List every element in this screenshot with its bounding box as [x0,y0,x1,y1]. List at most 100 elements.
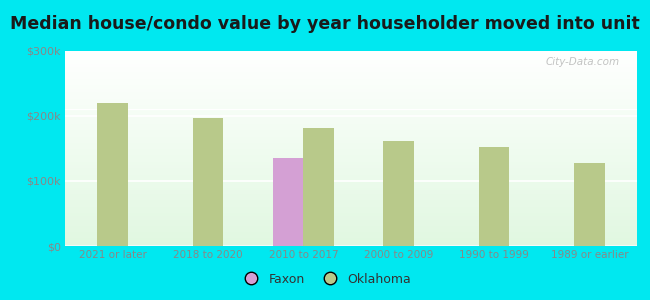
Bar [65,212,637,213]
Bar [65,126,637,127]
Bar [65,100,637,101]
Bar [65,162,637,163]
Bar [65,237,637,238]
Bar [65,181,637,182]
Bar [65,183,637,184]
Bar [65,235,637,236]
Text: Median house/condo value by year householder moved into unit: Median house/condo value by year househo… [10,15,640,33]
Bar [65,179,637,180]
Bar [65,207,637,208]
Bar [65,137,637,138]
Bar [65,80,637,81]
Bar [65,57,637,58]
Bar [65,214,637,215]
Bar [65,60,637,61]
Bar [65,95,637,96]
Bar [65,190,637,191]
Bar [574,164,605,246]
Bar [65,124,637,125]
Bar [65,206,637,207]
Bar [65,245,637,246]
Bar [65,146,637,148]
Bar [65,156,637,157]
Bar [65,205,637,206]
Bar [65,241,637,242]
Bar [65,177,637,178]
Bar [65,93,637,94]
Bar [65,51,637,52]
Bar [65,221,637,222]
Bar [65,87,637,88]
Bar [65,97,637,98]
Bar [65,218,637,219]
Bar [65,196,637,197]
Bar [384,141,414,246]
Bar [65,219,637,220]
Bar [65,83,637,84]
Bar [65,121,637,122]
Bar [65,154,637,155]
Bar [65,117,637,118]
Bar [65,175,637,176]
Bar [65,226,637,227]
Bar [65,185,637,187]
Bar [65,52,637,53]
Bar [65,229,637,230]
Bar [65,56,637,57]
Bar [65,239,637,240]
Bar [65,139,637,140]
Bar [65,67,637,68]
Bar [65,107,637,109]
Bar [65,168,637,169]
Bar [65,148,637,149]
Bar [65,187,637,188]
Bar [65,85,637,86]
Bar [65,145,637,146]
Bar [65,132,637,133]
Bar [65,54,637,55]
Bar [65,135,637,136]
Bar [65,191,637,192]
Legend: Faxon, Oklahoma: Faxon, Oklahoma [234,268,416,291]
Bar [65,99,637,100]
Bar [65,119,637,120]
Bar [65,192,637,193]
Bar [65,149,637,150]
Bar [65,105,637,106]
Bar [65,77,637,78]
Bar [65,131,637,132]
Bar [65,174,637,175]
Bar [65,59,637,60]
Bar [65,176,637,177]
Bar [65,140,637,141]
Bar [65,167,637,168]
Bar [65,213,637,214]
Bar [65,215,637,216]
Bar [65,136,637,137]
Bar [65,200,637,201]
Bar [65,55,637,56]
Bar [65,201,637,202]
Bar [65,75,637,76]
Bar [65,134,637,135]
Bar [65,86,637,87]
Bar [479,147,509,246]
Bar [65,71,637,72]
Bar [65,233,637,234]
Bar [273,158,304,246]
Bar [65,199,637,200]
Bar [65,58,637,59]
Bar [65,138,637,139]
Bar [65,123,637,124]
Bar [65,133,637,134]
Bar [98,103,128,246]
Bar [65,62,637,63]
Bar [65,169,637,170]
Bar [65,236,637,237]
Bar [65,116,637,117]
Bar [65,120,637,121]
Bar [65,184,637,185]
Bar [65,88,637,89]
Bar [65,231,637,232]
Bar [65,70,637,71]
